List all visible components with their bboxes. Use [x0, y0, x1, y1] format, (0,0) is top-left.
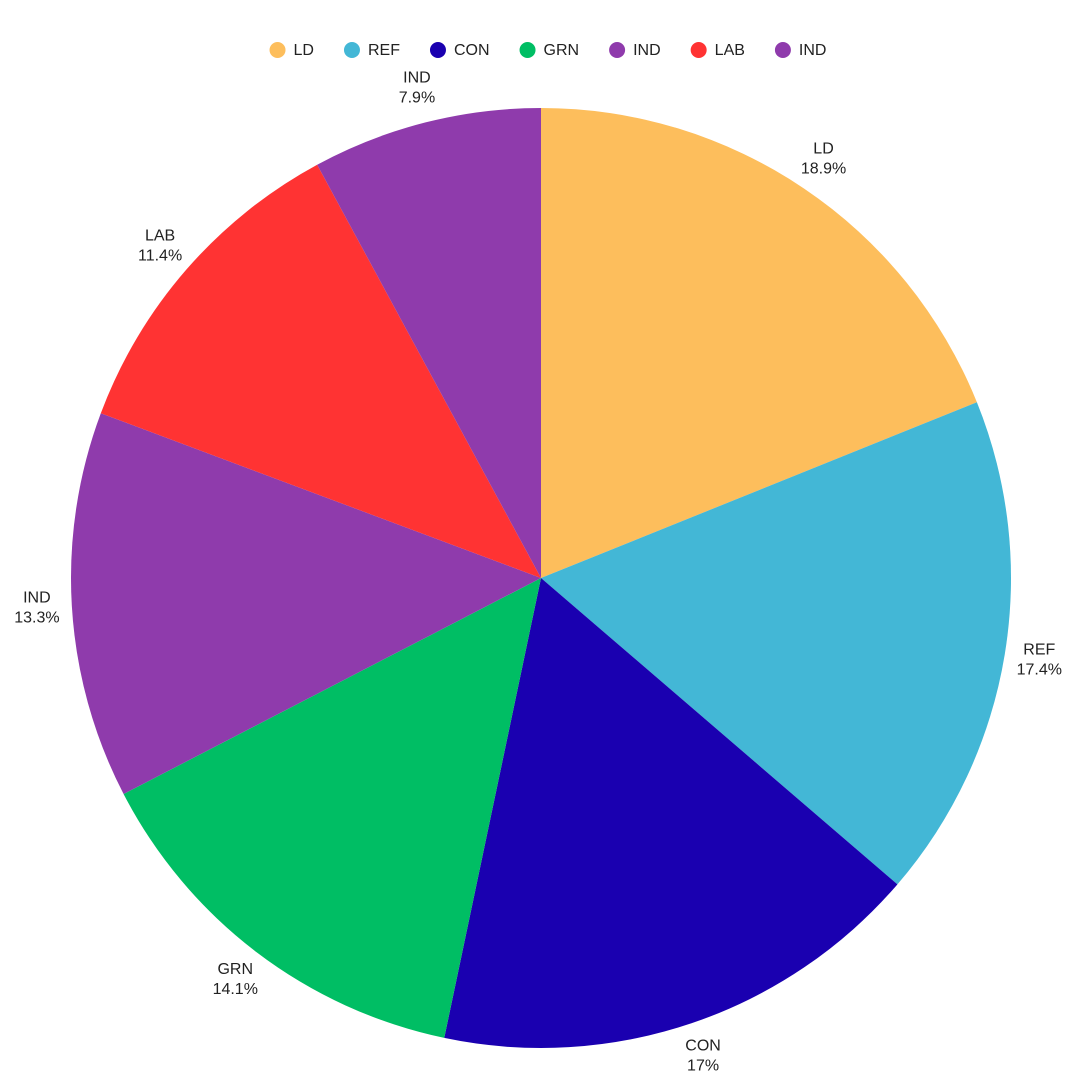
pie-slice: [541, 402, 1011, 885]
pie-slice: [317, 108, 541, 578]
pie-slice: [71, 413, 541, 795]
pie-slice: [123, 578, 541, 1038]
legend-label: LD: [294, 42, 314, 59]
legend-label: IND: [633, 42, 661, 59]
legend-swatch: [690, 42, 707, 58]
legend-swatch: [343, 42, 360, 58]
pie-slice: [444, 578, 898, 1048]
slice-value-label: 7.9%: [399, 90, 435, 107]
legend-label: LAB: [715, 42, 745, 59]
slice-value-label: 17.4%: [1017, 661, 1062, 678]
pie-slice: [100, 164, 541, 579]
slice-label: IND: [403, 70, 431, 87]
slice-value-label: 13.3%: [14, 609, 59, 626]
slice-label: GRN: [217, 961, 253, 978]
legend-label: GRN: [544, 42, 580, 59]
legend-label: CON: [454, 42, 490, 59]
legend: LD REF CON GRN IND LAB IND: [269, 42, 827, 59]
legend-swatch: [774, 42, 791, 58]
legend-swatch: [609, 42, 626, 58]
legend-swatch: [269, 42, 286, 58]
legend-label: IND: [799, 42, 827, 59]
slice-value-label: 14.1%: [213, 981, 258, 998]
slice-label: IND: [23, 589, 51, 606]
slice-label: CON: [685, 1038, 721, 1055]
slice-label: REF: [1023, 641, 1055, 658]
slice-value-label: 17%: [687, 1058, 719, 1075]
slice-label: LD: [813, 141, 833, 158]
slice-label: LAB: [145, 228, 175, 245]
slice-value-label: 11.4%: [138, 248, 182, 265]
legend-swatch: [429, 42, 446, 58]
pie-slice: [541, 108, 977, 578]
legend-label: REF: [368, 42, 400, 59]
legend-swatch: [519, 42, 536, 58]
slice-value-label: 18.9%: [801, 161, 846, 178]
